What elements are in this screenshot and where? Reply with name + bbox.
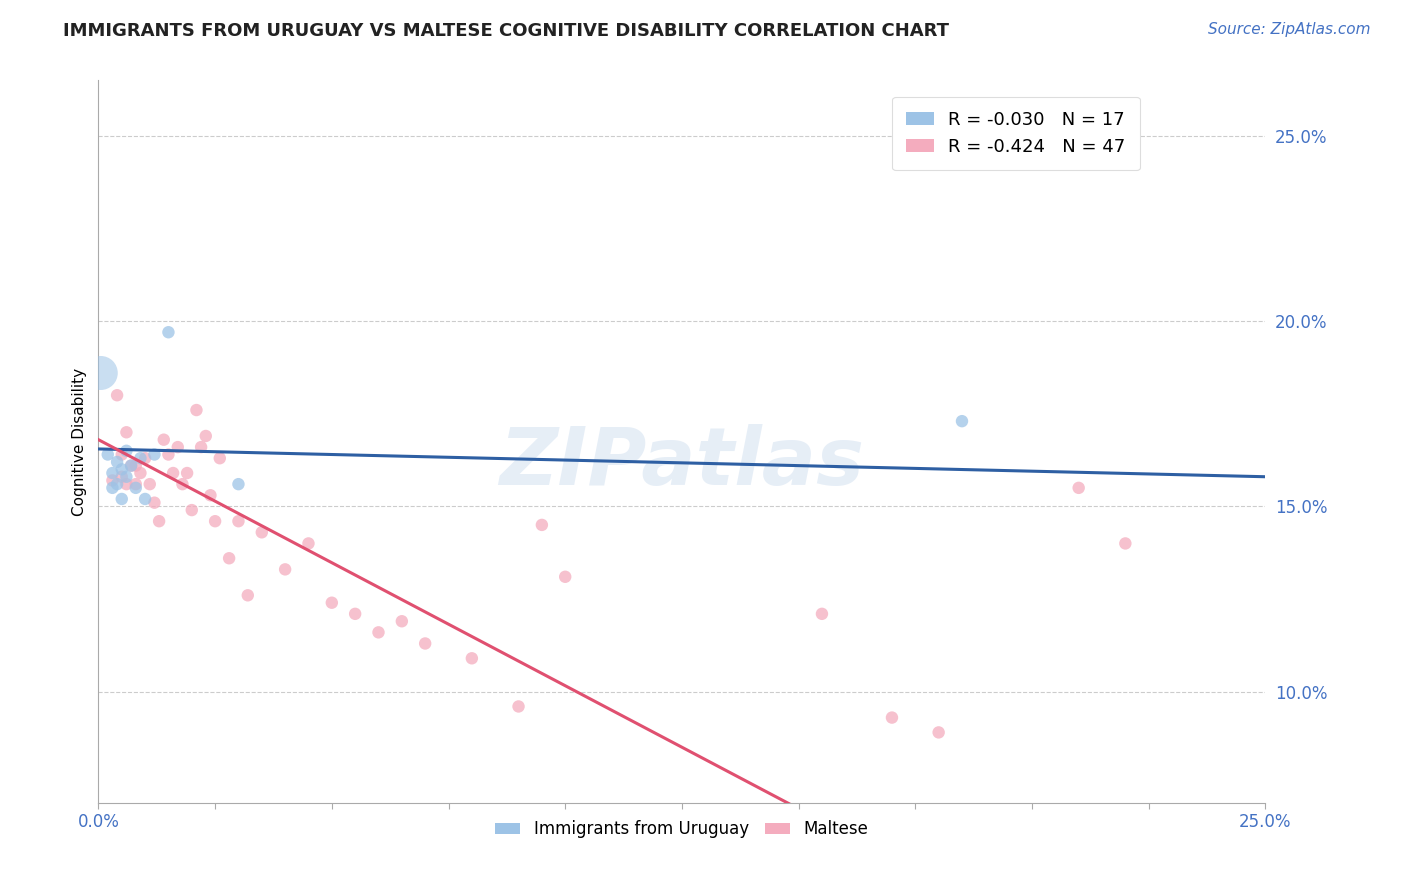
Point bbox=[129, 466, 152, 480]
Point bbox=[554, 570, 576, 584]
Point bbox=[120, 458, 142, 473]
Point bbox=[157, 448, 180, 462]
Text: ZIPatlas: ZIPatlas bbox=[499, 425, 865, 502]
Text: IMMIGRANTS FROM URUGUAY VS MALTESE COGNITIVE DISABILITY CORRELATION CHART: IMMIGRANTS FROM URUGUAY VS MALTESE COGNI… bbox=[63, 22, 949, 40]
Point bbox=[194, 429, 217, 443]
Point bbox=[1114, 536, 1136, 550]
Point bbox=[143, 448, 166, 462]
Point bbox=[228, 477, 250, 491]
Point bbox=[367, 625, 389, 640]
Point bbox=[880, 710, 903, 724]
Point bbox=[125, 481, 148, 495]
Point bbox=[120, 458, 142, 473]
Point bbox=[1067, 481, 1090, 495]
Point bbox=[111, 448, 134, 462]
Point bbox=[101, 466, 124, 480]
Point bbox=[190, 440, 212, 454]
Point bbox=[152, 433, 174, 447]
Point bbox=[413, 636, 436, 650]
Point bbox=[148, 514, 170, 528]
Point bbox=[218, 551, 240, 566]
Point bbox=[228, 514, 250, 528]
Point bbox=[208, 451, 231, 466]
Point bbox=[157, 325, 180, 339]
Legend: Immigrants from Uruguay, Maltese: Immigrants from Uruguay, Maltese bbox=[488, 814, 876, 845]
Y-axis label: Cognitive Disability: Cognitive Disability bbox=[72, 368, 87, 516]
Point bbox=[200, 488, 222, 502]
Point bbox=[111, 491, 134, 506]
Point bbox=[134, 491, 156, 506]
Point bbox=[236, 588, 259, 602]
Point bbox=[811, 607, 834, 621]
Text: Source: ZipAtlas.com: Source: ZipAtlas.com bbox=[1208, 22, 1371, 37]
Point bbox=[139, 477, 162, 491]
Point bbox=[129, 451, 152, 466]
Point bbox=[530, 517, 553, 532]
Point bbox=[143, 496, 166, 510]
Point bbox=[274, 562, 297, 576]
Point bbox=[344, 607, 367, 621]
Point bbox=[115, 443, 138, 458]
Point bbox=[101, 474, 124, 488]
Point bbox=[90, 366, 112, 380]
Point bbox=[204, 514, 226, 528]
Point bbox=[321, 596, 343, 610]
Point bbox=[166, 440, 188, 454]
Point bbox=[186, 403, 208, 417]
Point bbox=[105, 477, 128, 491]
Point bbox=[950, 414, 973, 428]
Point bbox=[97, 448, 120, 462]
Point bbox=[391, 614, 413, 628]
Point bbox=[461, 651, 484, 665]
Point bbox=[180, 503, 202, 517]
Point bbox=[105, 388, 128, 402]
Point bbox=[115, 469, 138, 483]
Point bbox=[101, 481, 124, 495]
Point bbox=[508, 699, 530, 714]
Point bbox=[111, 462, 134, 476]
Point bbox=[125, 458, 148, 473]
Point bbox=[105, 455, 128, 469]
Point bbox=[928, 725, 950, 739]
Point bbox=[297, 536, 319, 550]
Point bbox=[134, 451, 156, 466]
Point bbox=[125, 477, 148, 491]
Point bbox=[250, 525, 273, 540]
Point bbox=[172, 477, 194, 491]
Point bbox=[115, 477, 138, 491]
Point bbox=[111, 469, 134, 483]
Point bbox=[162, 466, 184, 480]
Point bbox=[176, 466, 198, 480]
Point bbox=[115, 425, 138, 440]
